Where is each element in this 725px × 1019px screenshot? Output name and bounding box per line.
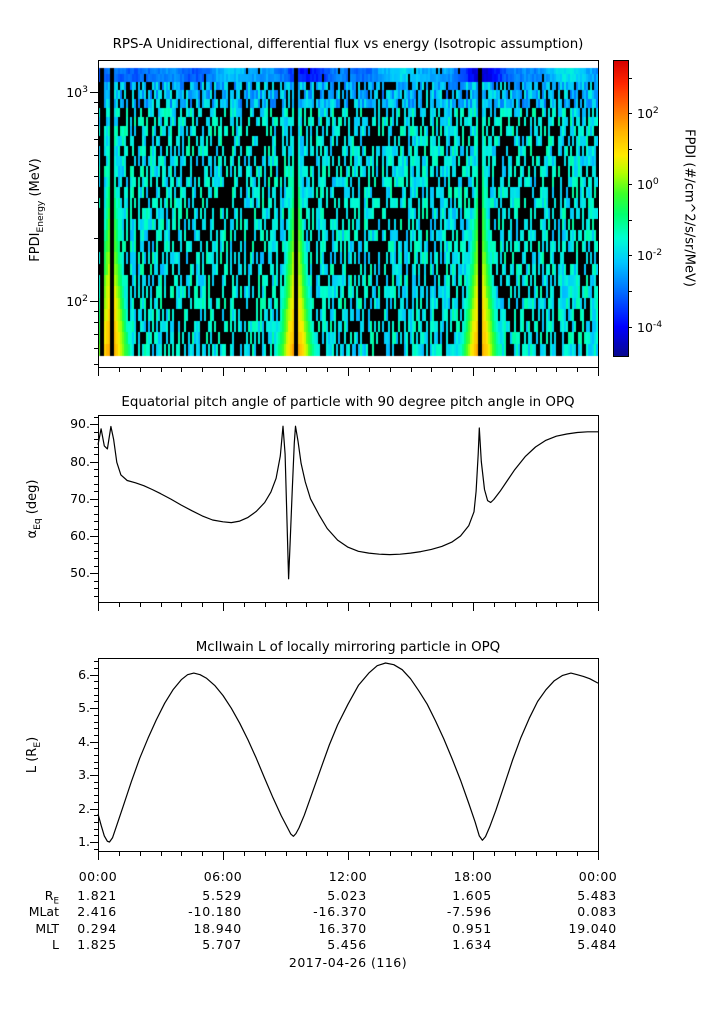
l-shell-y-tick-label: 1. (78, 833, 90, 849)
x-tick-label: 00:00 (578, 869, 618, 884)
pitch-angle-y-tick-label: 50. (70, 565, 90, 581)
table-cell: 5.484 (577, 937, 617, 952)
pitch-angle-y-tick-label: 60. (70, 527, 90, 543)
table-cell: 1.605 (452, 888, 492, 903)
colorbar-tick-label: 10-2 (637, 247, 663, 264)
table-cell: 1.634 (452, 937, 492, 952)
date-label: 2017-04-26 (116) (288, 955, 408, 970)
colorbar-tick-label: 100 (637, 176, 659, 193)
table-row-label: MLat (28, 904, 59, 919)
table-cell: 19.040 (568, 921, 617, 936)
table-cell: 5.529 (202, 888, 242, 903)
l-shell-y-tick-label: 5. (78, 700, 90, 716)
pitch-angle-y-tick-label: 70. (70, 490, 90, 506)
colorbar (613, 60, 628, 356)
l-shell-y-tick-label: 3. (78, 767, 90, 783)
table-cell: 16.370 (318, 921, 367, 936)
colorbar-label: FPDI (#/cm^2/s/sr/MeV) (681, 129, 697, 287)
table-cell: -16.370 (313, 904, 367, 919)
table-row-label: RE (44, 888, 59, 907)
colorbar-tick-label: 10-4 (637, 318, 663, 335)
pitch-angle-y-tick-label: 90. (70, 416, 90, 432)
table-cell: 2.416 (77, 904, 117, 919)
table-cell: -7.596 (446, 904, 492, 919)
table-cell: -10.180 (188, 904, 242, 919)
spectrogram-title: RPS-A Unidirectional, differential flux … (112, 37, 584, 52)
pitch-angle-y-tick-label: 80. (70, 453, 90, 469)
colorbar-tick-label: 102 (637, 105, 659, 122)
l-shell-y-tick-label: 4. (78, 733, 90, 749)
table-cell: 5.023 (327, 888, 367, 903)
table-cell: 18.940 (193, 921, 242, 936)
l-shell-y-tick-label: 2. (78, 800, 90, 816)
x-tick-label: 12:00 (328, 869, 368, 884)
table-cell: 5.707 (202, 937, 242, 952)
pitch-angle-y-axis-label: αEq (deg) (25, 479, 43, 539)
spectrogram-y-axis-label: FPDIEnergy (MeV) (28, 158, 46, 262)
pitch-angle-curve (97, 425, 598, 580)
table-cell: 5.483 (577, 888, 617, 903)
table-cell: 1.825 (77, 937, 117, 952)
spectrogram-heatmap (98, 60, 598, 368)
pitch-angle-title: Equatorial pitch angle of particle with … (121, 395, 575, 410)
table-cell: 0.951 (452, 921, 492, 936)
x-tick-label: 06:00 (203, 869, 243, 884)
table-row-label: L (52, 937, 59, 952)
table-row-label: MLT (35, 921, 59, 936)
table-cell: 1.821 (77, 888, 117, 903)
table-cell: 0.083 (577, 904, 617, 919)
table-cell: 0.294 (77, 921, 117, 936)
x-tick-label: 00:00 (78, 869, 118, 884)
l-shell-y-axis-label: L (RE) (25, 736, 43, 774)
table-cell: 5.456 (327, 937, 367, 952)
mcilwain-title: McIlwain L of locally mirroring particle… (195, 640, 501, 655)
l-shell-y-tick-label: 6. (78, 666, 90, 682)
spectrogram-y-tick-label: 102 (66, 293, 88, 310)
spectrogram-y-tick-label: 103 (66, 84, 88, 101)
x-tick-label: 18:00 (453, 869, 493, 884)
l-shell-curve (97, 662, 599, 843)
